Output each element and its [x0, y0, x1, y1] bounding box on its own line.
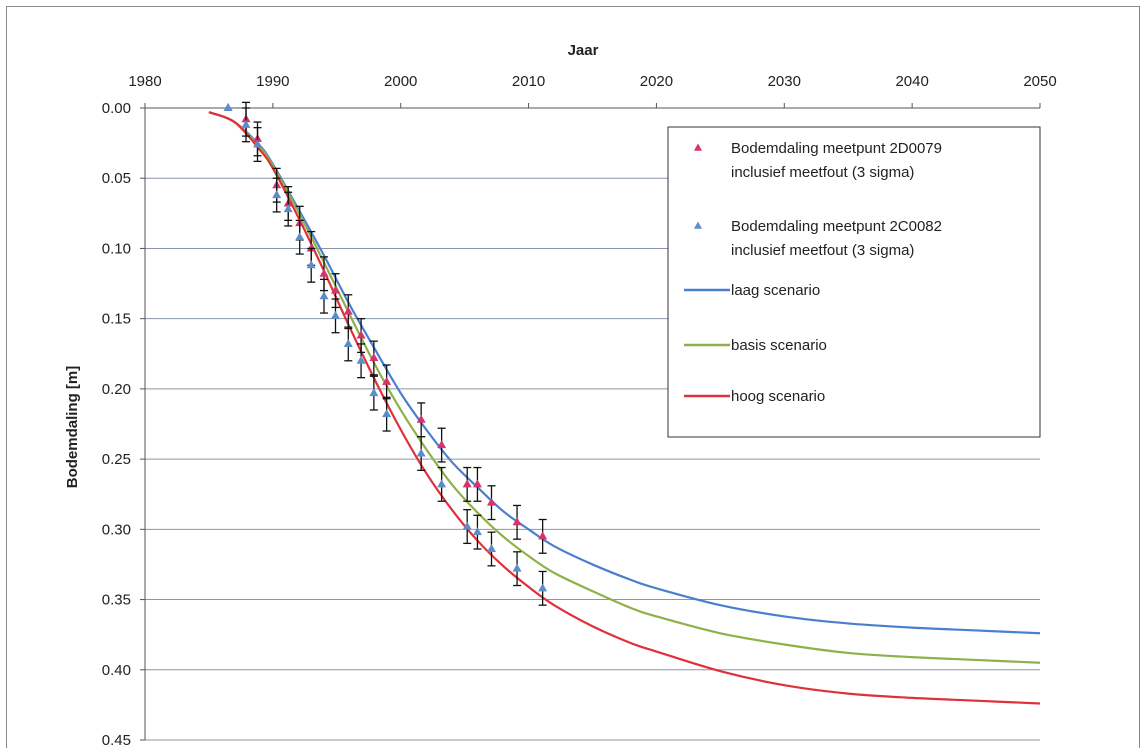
- plot-area: [208, 101, 1041, 705]
- series-line-4: [208, 111, 1041, 664]
- data-point-series-1: [306, 243, 316, 252]
- legend-label-2-line2: inclusief meetfout (3 sigma): [731, 242, 914, 259]
- y-tick-label: 0.10: [102, 240, 131, 257]
- x-tick-label: 2040: [895, 73, 928, 90]
- y-tick-label: 0.20: [102, 381, 131, 398]
- x-tick-label: 2050: [1023, 73, 1056, 90]
- data-point-series-2: [538, 583, 548, 592]
- y-tick-label: 0.00: [102, 100, 131, 117]
- data-point-series-2: [486, 543, 496, 552]
- data-point-series-2: [295, 232, 305, 241]
- data-point-series-2: [223, 103, 233, 111]
- data-point-series-2: [437, 479, 447, 488]
- x-tick-label: 1980: [128, 73, 161, 90]
- legend: Bodemdaling meetpunt 2D0079 inclusief mee…: [667, 126, 1041, 438]
- data-point-series-1: [416, 414, 426, 423]
- data-point-series-1: [343, 306, 353, 315]
- y-tick-label: 0.05: [102, 170, 131, 187]
- data-point-series-2: [343, 338, 353, 347]
- data-point-series-2: [272, 190, 282, 199]
- data-point-series-2: [319, 291, 329, 300]
- y-tick-label: 0.35: [102, 592, 131, 609]
- data-point-series-1: [486, 497, 496, 506]
- legend-label-1-line2: inclusief meetfout (3 sigma): [731, 164, 914, 181]
- legend-box: [667, 126, 1041, 438]
- data-point-series-2: [253, 139, 263, 148]
- y-tick-label: 0.45: [102, 732, 131, 748]
- tick-labels: 0.00 0.05 0.10 0.15 0.20 0.25 0.30 0.35 0.40 0.45…: [102, 73, 1057, 748]
- data-point-series-2: [462, 521, 472, 530]
- axes: [140, 103, 1041, 741]
- y-tick-label: 0.25: [102, 451, 131, 468]
- series-line-3: [208, 111, 1041, 635]
- x-tick-label: 2010: [512, 73, 545, 90]
- legend-label-4: basis scenario: [731, 337, 827, 354]
- data-point-series-1: [331, 285, 341, 294]
- data-point-series-2: [512, 563, 522, 572]
- legend-label-3: laag scenario: [731, 282, 820, 299]
- y-axis-title: Bodemdaling [m]: [64, 366, 81, 489]
- y-tick-label: 0.30: [102, 521, 131, 538]
- gridlines: [145, 177, 1040, 741]
- data-point-series-2: [472, 527, 482, 536]
- legend-label-1: Bodemdaling meetpunt 2D0079: [731, 140, 942, 157]
- x-tick-label: 2000: [384, 73, 417, 90]
- x-tick-label: 2030: [768, 73, 801, 90]
- x-tick-label: 1990: [256, 73, 289, 90]
- legend-label-5: hoog scenario: [731, 388, 825, 405]
- data-point-series-1: [512, 517, 522, 526]
- x-axis-title: Jaar: [568, 42, 599, 59]
- data-point-series-1: [319, 268, 329, 277]
- y-tick-label: 0.40: [102, 662, 131, 679]
- data-point-series-2: [283, 204, 293, 213]
- chart-frame: [6, 6, 1140, 748]
- data-point-series-2: [416, 448, 426, 457]
- y-tick-label: 0.15: [102, 311, 131, 328]
- data-point-series-1: [437, 440, 447, 449]
- legend-marker-1: [693, 143, 703, 151]
- data-point-series-2: [369, 388, 379, 397]
- data-point-series-2: [331, 310, 341, 319]
- data-point-series-1: [538, 531, 548, 540]
- data-point-series-2: [356, 355, 366, 364]
- data-point-series-2: [241, 119, 251, 128]
- data-point-series-1: [472, 479, 482, 488]
- data-point-series-2: [306, 260, 316, 269]
- data-point-series-1: [369, 352, 379, 361]
- legend-marker-2: [693, 221, 703, 229]
- x-tick-label: 2020: [640, 73, 673, 90]
- legend-label-2: Bodemdaling meetpunt 2C0082: [731, 218, 942, 235]
- series-line-5: [208, 111, 1041, 705]
- data-point-series-1: [382, 376, 392, 385]
- data-point-series-2: [382, 409, 392, 418]
- data-point-series-1: [356, 330, 366, 339]
- data-point-series-1: [462, 479, 472, 488]
